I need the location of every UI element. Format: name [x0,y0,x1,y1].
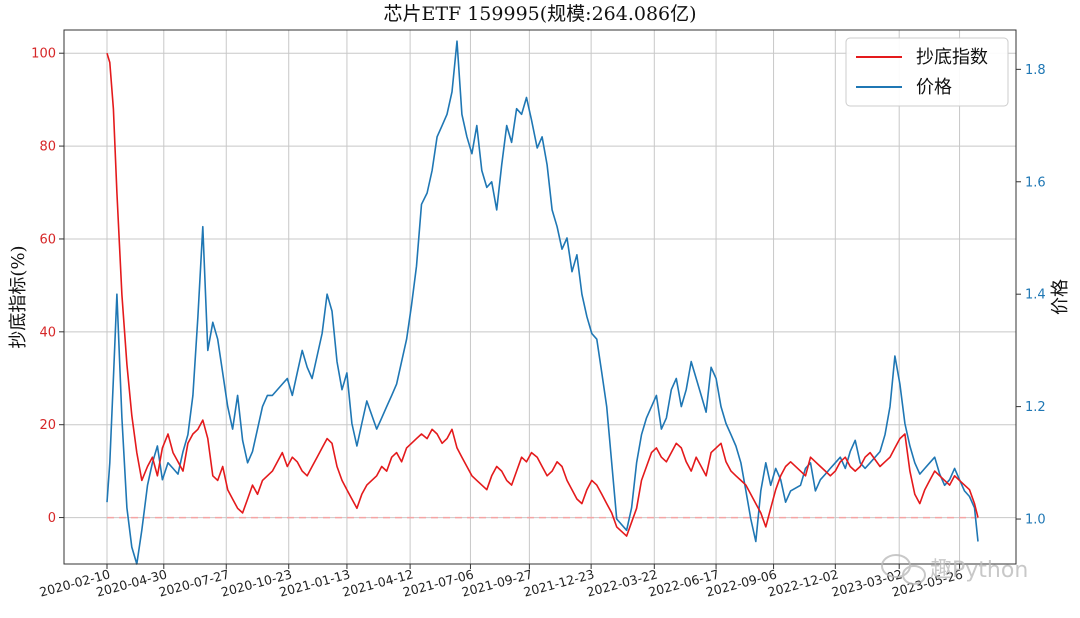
grid [64,30,1016,564]
right-axis-label: 价格 [1050,279,1071,315]
watermark-text: 趣Python [930,558,1028,583]
right-tick-label: 1.6 [1025,175,1046,190]
left-axis: 0 20 40 60 80 100 [31,47,64,526]
left-tick-label: 80 [39,140,56,155]
plot-frame [63,29,1017,565]
right-tick-label: 1.4 [1025,288,1046,303]
right-tick-label: 1.2 [1025,400,1046,415]
chart-title: 芯片ETF 159995(规模:264.086亿) [383,3,696,25]
left-tick-label: 40 [39,325,56,340]
left-axis-label: 抄底指标(%) [8,245,29,348]
right-tick-label: 1.0 [1025,513,1046,528]
right-axis: 1.0 1.2 1.4 1.6 1.8 [1016,63,1046,528]
watermark: 趣Python [881,554,1028,585]
left-tick-label: 20 [39,418,56,433]
series-line-indicator [106,52,979,537]
left-tick-label: 60 [39,232,56,247]
series-line-price [106,40,979,565]
legend-box [845,37,1009,107]
left-tick-label: 0 [48,511,56,526]
legend: 抄底指数 价格 [845,37,1009,107]
legend-label-1: 价格 [916,77,952,98]
wechat-icon [881,554,926,585]
legend-label-0: 抄底指数 [916,47,988,68]
series-layer [106,40,979,565]
left-tick-label: 100 [31,47,56,62]
right-tick-label: 1.8 [1025,63,1046,78]
